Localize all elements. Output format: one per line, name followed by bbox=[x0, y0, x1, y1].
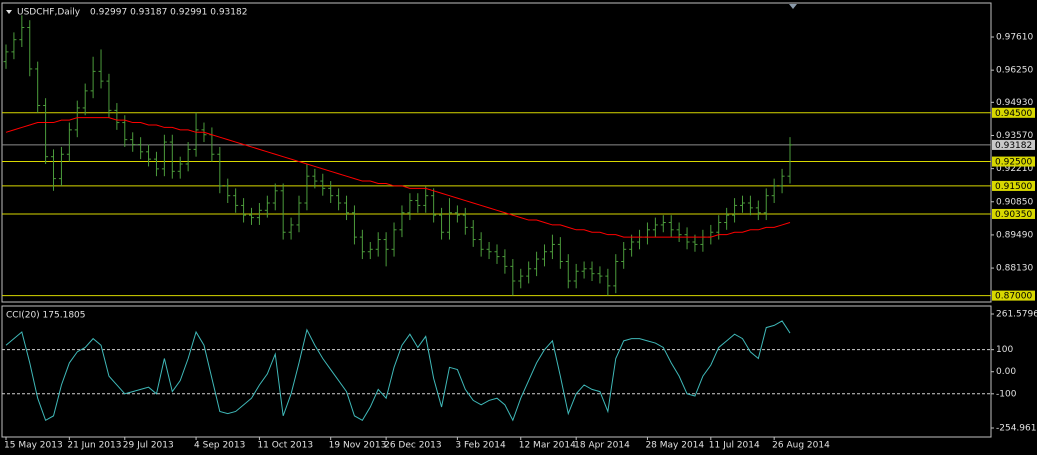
x-tick-label: 28 May 2014 bbox=[645, 441, 704, 451]
x-tick-label: 29 Jul 2013 bbox=[123, 441, 174, 451]
level-label: 0.90350 bbox=[995, 210, 1032, 220]
x-tick-label: 11 Oct 2013 bbox=[257, 441, 313, 451]
y-tick-label: 0.92210 bbox=[996, 164, 1033, 174]
x-tick-label: 3 Feb 2014 bbox=[455, 441, 506, 451]
y-tick-label: 0.96250 bbox=[996, 66, 1033, 76]
y-tick-label: 100 bbox=[996, 345, 1013, 355]
price-label: 0.93182 bbox=[995, 141, 1032, 151]
x-tick-label: 15 May 2013 bbox=[4, 441, 63, 451]
level-label-box bbox=[992, 180, 1035, 191]
y-tick-label: 0.93570 bbox=[996, 131, 1033, 141]
level-label-box bbox=[992, 156, 1035, 167]
y-tick-label: 0.88130 bbox=[996, 264, 1033, 274]
x-tick-label: 4 Sep 2013 bbox=[194, 441, 245, 451]
x-tick-label: 19 Nov 2013 bbox=[329, 441, 387, 451]
level-label: 0.92500 bbox=[995, 158, 1032, 168]
y-tick-label: 0.89490 bbox=[996, 230, 1033, 240]
cci-panel bbox=[1, 305, 992, 438]
x-tick-label: 11 Jul 2014 bbox=[709, 441, 760, 451]
x-tick-label: 26 Aug 2014 bbox=[772, 441, 830, 451]
moving-average bbox=[5, 117, 791, 238]
y-tick-label: 0.90850 bbox=[996, 197, 1033, 207]
y-tick-label: -254.9616 bbox=[996, 424, 1037, 434]
level-label-box bbox=[992, 107, 1035, 118]
y-tick-label: 0.94930 bbox=[996, 98, 1033, 108]
y-tick-label: 261.5796 bbox=[996, 310, 1037, 320]
ohlc-header: 0.92997 0.93187 0.92991 0.93182 bbox=[90, 8, 247, 18]
x-tick-label: 18 Apr 2014 bbox=[574, 441, 630, 451]
y-tick-label: -100 bbox=[996, 389, 1017, 399]
level-label: 0.87000 bbox=[995, 292, 1032, 302]
x-tick-label: 12 Mar 2014 bbox=[519, 441, 576, 451]
cci-line bbox=[5, 320, 791, 422]
price-label-box bbox=[992, 139, 1035, 150]
level-label: 0.94500 bbox=[995, 109, 1032, 119]
menu-arrow[interactable] bbox=[6, 10, 12, 14]
level-label-box bbox=[992, 290, 1035, 301]
y-tick-label: 0.97610 bbox=[996, 33, 1033, 43]
y-tick-label: 0.00 bbox=[996, 367, 1016, 377]
level-label-box bbox=[992, 208, 1035, 219]
shift-marker bbox=[789, 4, 797, 9]
chart-title: USDCHF,Daily bbox=[17, 8, 81, 18]
x-tick-label: 21 Jun 2013 bbox=[67, 441, 121, 451]
x-tick-label: 26 Dec 2013 bbox=[384, 441, 442, 451]
cci-title: CCI(20) 175.1805 bbox=[6, 311, 86, 321]
level-label: 0.91500 bbox=[995, 182, 1032, 192]
